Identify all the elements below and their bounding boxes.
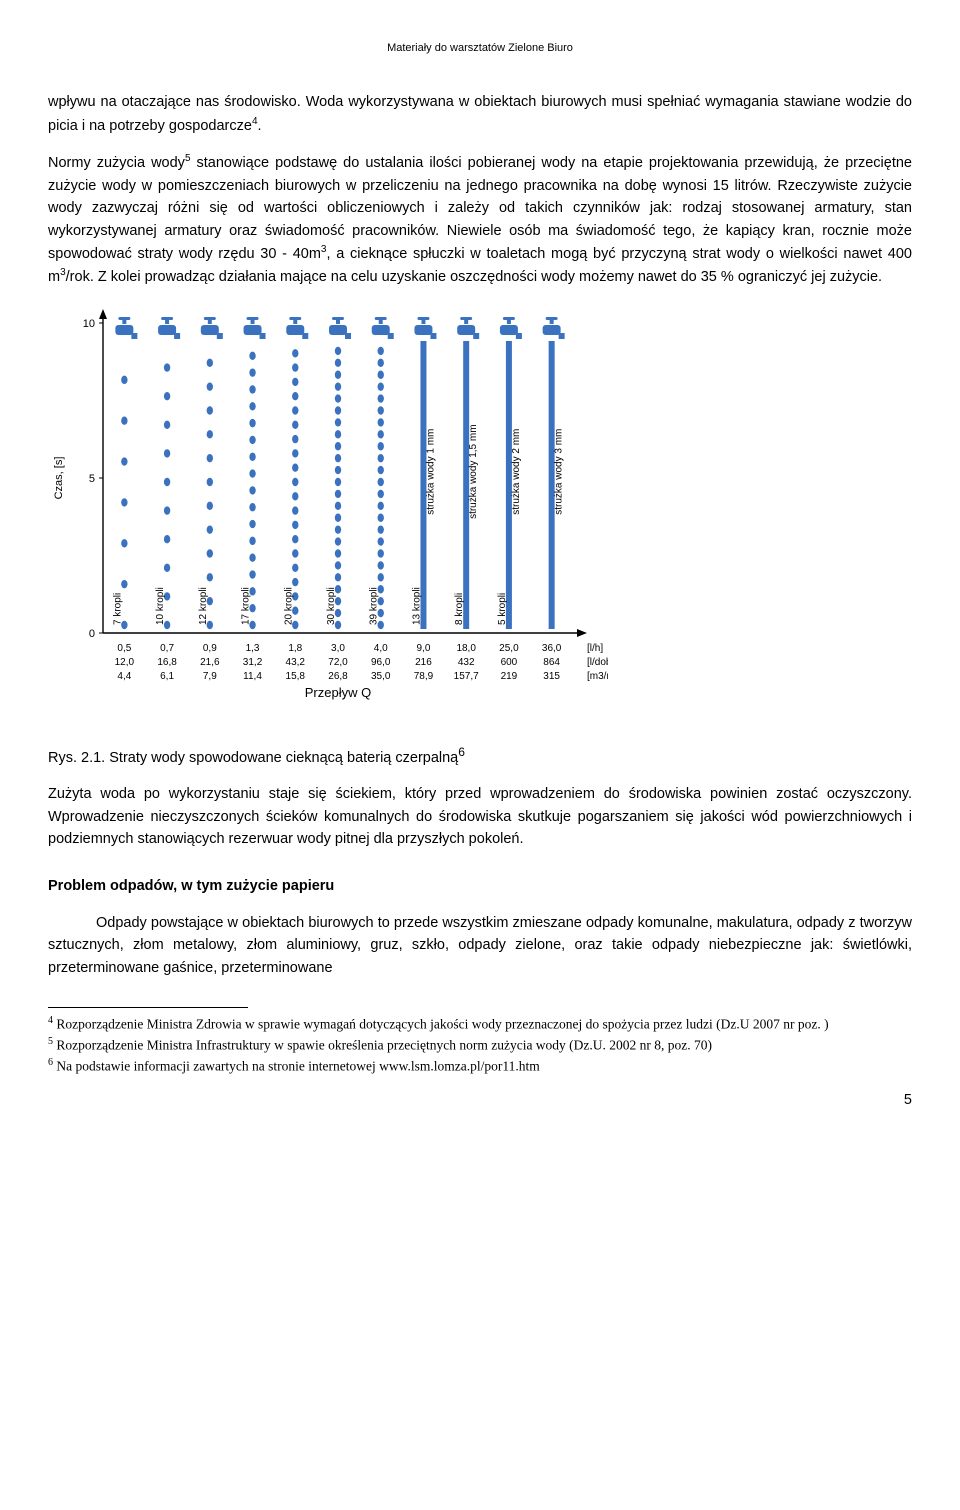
fn4-text: Rozporządzenie Ministra Zdrowia w sprawi…	[53, 1017, 829, 1032]
svg-text:4,0: 4,0	[374, 643, 388, 654]
svg-text:432: 432	[458, 657, 475, 668]
svg-text:7,9: 7,9	[203, 671, 217, 682]
caption-sup: 6	[458, 745, 465, 759]
svg-text:219: 219	[501, 671, 518, 682]
svg-text:4,4: 4,4	[117, 671, 131, 682]
p1-text: wpływu na otaczające nas środowisko. Wod…	[48, 94, 912, 133]
svg-text:16,8: 16,8	[157, 657, 177, 668]
svg-text:0,9: 0,9	[203, 643, 217, 654]
svg-text:26,8: 26,8	[328, 671, 348, 682]
svg-text:31,2: 31,2	[243, 657, 263, 668]
svg-text:5: 5	[89, 473, 95, 485]
svg-text:12 kropli: 12 kropli	[198, 587, 209, 625]
svg-text:36,0: 36,0	[542, 643, 562, 654]
footnote-6: 6 Na podstawie informacji zawartych na s…	[48, 1056, 912, 1075]
section-title: Problem odpadów, w tym zużycie papieru	[48, 875, 912, 897]
svg-text:0,7: 0,7	[160, 643, 174, 654]
svg-text:30 kropli: 30 kropli	[326, 587, 337, 625]
fn6-text: Na podstawie informacji zawartych na str…	[53, 1059, 540, 1074]
svg-text:78,9: 78,9	[414, 671, 434, 682]
svg-text:[l/h]: [l/h]	[587, 643, 603, 654]
svg-text:10: 10	[83, 318, 95, 330]
svg-text:20 kropli: 20 kropli	[283, 587, 294, 625]
figure-caption: Rys. 2.1. Straty wody spowodowane ciekną…	[48, 743, 912, 769]
svg-text:5 kropli: 5 kropli	[497, 592, 508, 624]
p1-end: .	[258, 117, 262, 133]
page-number: 5	[48, 1089, 912, 1111]
svg-text:9,0: 9,0	[417, 643, 431, 654]
svg-text:[l/doba]: [l/doba]	[587, 657, 608, 668]
paragraph-4: Odpady powstające w obiektach biurowych …	[48, 912, 912, 979]
svg-text:15,8: 15,8	[286, 671, 306, 682]
svg-text:10 kropli: 10 kropli	[155, 587, 166, 625]
svg-text:7 kropli: 7 kropli	[112, 592, 123, 624]
svg-text:25,0: 25,0	[499, 643, 519, 654]
svg-text:315: 315	[543, 671, 560, 682]
svg-text:3,0: 3,0	[331, 643, 345, 654]
header-title: Materiały do warsztatów Zielone Biuro	[387, 42, 573, 54]
p3-text: Zużyta woda po wykorzystaniu staje się ś…	[48, 786, 912, 847]
p2d: /rok. Z kolei prowadząc działania mające…	[66, 269, 882, 285]
svg-text:strużka wody 1,5 mm: strużka wody 1,5 mm	[468, 424, 479, 518]
caption-text: Rys. 2.1. Straty wody spowodowane ciekną…	[48, 749, 458, 765]
svg-text:0: 0	[89, 628, 95, 640]
svg-text:216: 216	[415, 657, 432, 668]
svg-text:18,0: 18,0	[456, 643, 476, 654]
svg-text:43,2: 43,2	[286, 657, 306, 668]
p2a: Normy zużycia wody	[48, 155, 185, 171]
svg-text:8 kropli: 8 kropli	[454, 592, 465, 624]
svg-text:96,0: 96,0	[371, 657, 391, 668]
svg-text:6,1: 6,1	[160, 671, 174, 682]
footnotes-separator	[48, 1007, 248, 1008]
paragraph-2: Normy zużycia wody5 stanowiące podstawę …	[48, 151, 912, 288]
svg-text:21,6: 21,6	[200, 657, 220, 668]
fn5-text: Rozporządzenie Ministra Infrastruktury w…	[53, 1038, 712, 1053]
footnote-5: 5 Rozporządzenie Ministra Infrastruktury…	[48, 1035, 912, 1054]
section-title-text: Problem odpadów, w tym zużycie papieru	[48, 878, 334, 894]
svg-text:Czas, [s]: Czas, [s]	[53, 456, 65, 499]
svg-text:17 kropli: 17 kropli	[241, 587, 252, 625]
svg-text:strużka wody 1 mm: strużka wody 1 mm	[425, 428, 436, 514]
footnote-4: 4 Rozporządzenie Ministra Zdrowia w spra…	[48, 1014, 912, 1033]
svg-text:157,7: 157,7	[454, 671, 479, 682]
chart-container: 0 5 10 Czas, [s] 7 kropli 10 kropli 12 kropli 1…	[48, 303, 912, 723]
svg-text:39 kropli: 39 kropli	[369, 587, 380, 625]
svg-text:11,4: 11,4	[243, 671, 262, 682]
svg-text:600: 600	[501, 657, 518, 668]
svg-text:12,0: 12,0	[115, 657, 135, 668]
svg-text:13 kropli: 13 kropli	[411, 587, 422, 625]
svg-text:1,8: 1,8	[288, 643, 302, 654]
page-number-value: 5	[904, 1092, 912, 1108]
svg-text:strużka wody 3 mm: strużka wody 3 mm	[554, 428, 565, 514]
svg-text:strużka wody 2 mm: strużka wody 2 mm	[511, 428, 522, 514]
water-loss-chart: 0 5 10 Czas, [s] 7 kropli 10 kropli 12 kropli 1…	[48, 303, 608, 723]
document-header: Materiały do warsztatów Zielone Biuro	[48, 40, 912, 57]
svg-text:0,5: 0,5	[117, 643, 131, 654]
svg-text:[m3/rok]: [m3/rok]	[587, 671, 608, 682]
svg-text:1,3: 1,3	[246, 643, 260, 654]
svg-text:Przepływ Q: Przepływ Q	[305, 685, 371, 700]
paragraph-3: Zużyta woda po wykorzystaniu staje się ś…	[48, 783, 912, 850]
svg-text:72,0: 72,0	[328, 657, 348, 668]
svg-text:864: 864	[543, 657, 560, 668]
p4-text: Odpady powstające w obiektach biurowych …	[48, 915, 912, 976]
paragraph-1: wpływu na otaczające nas środowisko. Wod…	[48, 91, 912, 137]
svg-text:35,0: 35,0	[371, 671, 391, 682]
